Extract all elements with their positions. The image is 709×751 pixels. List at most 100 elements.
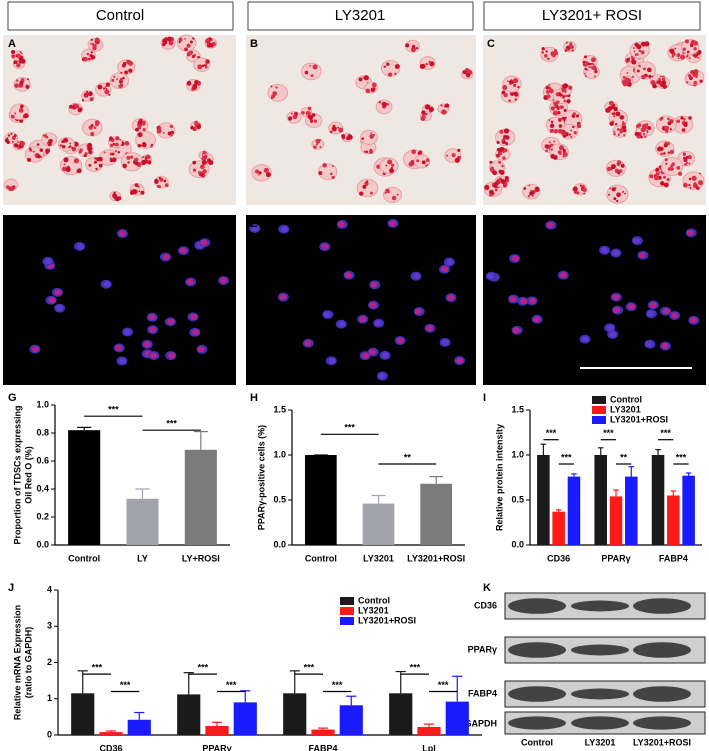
bar [339,705,363,735]
lipid-droplet [83,56,88,62]
lipid-droplet [138,190,141,193]
blot-row-label: FABP4 [468,688,497,698]
significance-label: *** [660,428,671,438]
lipid-droplet [348,135,353,140]
lipid-droplet [108,93,111,97]
y-tick-label: 0.0 [36,539,49,549]
lipid-droplet [78,150,82,154]
lipid-droplet [636,69,640,73]
lipid-droplet [605,107,611,113]
lipid-droplet [318,171,323,175]
lipid-droplet [444,103,450,108]
legend-label: LY3201+ROSI [358,615,416,625]
lipid-droplet [190,125,194,130]
y-tick-label: 1.0 [36,399,49,409]
lipid-droplet [500,179,506,185]
lipid-droplet [197,64,203,70]
lipid-droplet [663,125,668,130]
lipid-droplet [688,183,691,187]
lipid-droplet [606,166,612,172]
lipid-droplet [199,64,202,67]
lipid-droplet [572,112,576,116]
cell [540,46,559,63]
lipid-droplet [641,74,646,80]
lipid-droplet [549,123,555,129]
bar [420,483,453,545]
lipid-droplet [370,135,374,139]
lipid-droplet [93,160,98,164]
lipid-droplet [609,187,612,190]
lipid-droplet [457,148,461,152]
lipid-droplet [685,121,688,125]
lipid-droplet [588,66,591,69]
panel-letter: F [487,218,494,230]
lipid-droplet [383,65,386,68]
lipid-droplet [626,71,629,74]
blot-column-label: LY3201+ROSI [633,737,691,747]
lipid-droplet [562,96,565,99]
lipid-droplet [111,152,115,156]
lipid-droplet [541,47,545,51]
lipid-droplet [669,128,673,131]
y-axis-label: Oil Red O (%) [23,446,33,504]
lipid-droplet [105,82,111,87]
bar [594,455,607,545]
lipid-droplet [492,170,497,176]
cell [413,154,431,169]
nucleus-signal [600,247,608,254]
lipid-droplet [624,192,626,195]
lipid-droplet [158,176,162,180]
lipid-droplet [584,72,587,75]
bar [567,476,581,545]
lipid-droplet [141,159,147,166]
lipid-droplet [9,186,15,192]
lipid-droplet [616,128,620,131]
lipid-droplet [98,163,103,168]
nucleus-signal [149,326,157,333]
lipid-droplet [68,105,73,109]
lipid-droplet [178,37,183,42]
lipid-droplet [10,49,16,55]
lipid-droplet [210,39,213,41]
lipid-droplet [45,148,50,154]
lipid-droplet [63,137,69,143]
lipid-droplet [126,155,131,160]
lipid-droplet [549,128,554,134]
nucleus-signal [76,243,84,250]
lipid-droplet [186,43,191,48]
significance-label: ** [620,452,628,462]
nucleus-signal [344,272,352,279]
lipid-droplet [81,99,85,102]
lipid-droplet [77,108,82,113]
lipid-droplet [425,105,430,110]
lipid-droplet [494,181,499,186]
bar [71,693,95,735]
lipid-droplet [573,190,578,194]
lipid-droplet [119,77,124,82]
lipid-droplet [150,144,153,148]
y-tick-label: 2 [47,657,52,667]
lipid-droplet [619,115,625,120]
nucleus-signal [647,310,655,317]
x-tick-label: Control [68,553,100,563]
legend-label: LY3201+ROSI [610,414,668,424]
lipid-droplet [676,53,680,58]
lipid-droplet [194,121,198,126]
lipid-droplet [170,134,173,137]
lipid-droplet [697,49,702,55]
nucleus-signal [612,249,620,256]
nucleus-signal [581,336,589,343]
lipid-droplet [682,152,685,155]
lipid-droplet [204,65,208,69]
lipid-droplet [496,147,501,152]
lipid-droplet [617,171,621,175]
bar [552,511,565,545]
lipid-droplet [124,70,129,75]
lipid-droplet [358,77,363,82]
lipid-droplet [95,167,98,171]
lipid-droplet [127,161,130,164]
lipid-droplet [13,60,18,65]
lipid-droplet [313,119,318,123]
lipid-droplet [575,114,580,118]
significance-label: *** [676,452,687,462]
